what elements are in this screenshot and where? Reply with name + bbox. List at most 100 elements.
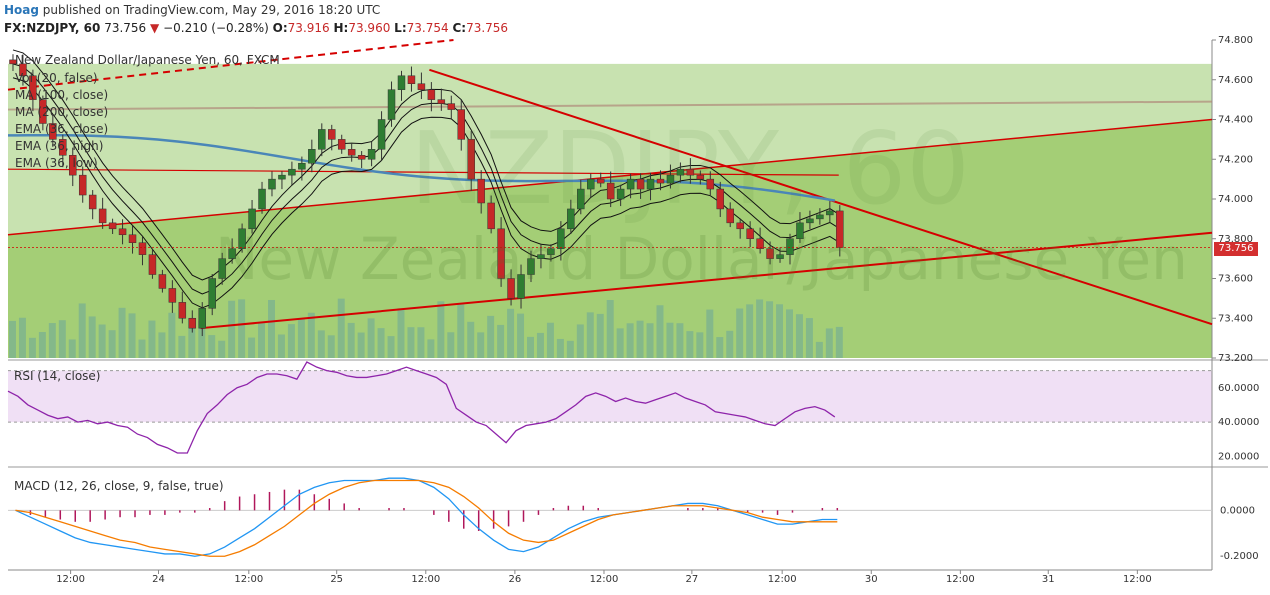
volume-bar — [716, 337, 724, 358]
volume-bar — [835, 326, 843, 358]
volume-bar — [78, 303, 86, 358]
legend-ema-close[interactable]: EMA (36, close) — [15, 122, 109, 136]
dashed-trendline — [7, 39, 454, 91]
ma100-line — [7, 133, 836, 202]
candle — [198, 308, 206, 329]
candle — [497, 228, 505, 279]
candle — [49, 123, 57, 140]
candle — [347, 149, 356, 156]
volume-bar — [377, 328, 385, 358]
legend-ma100[interactable]: MA (100, close) — [15, 88, 109, 102]
candle — [796, 222, 804, 240]
candle — [328, 129, 336, 140]
volume-bar — [268, 299, 275, 358]
candle — [646, 178, 655, 190]
legend-ma200[interactable]: MA (200, close) — [15, 105, 109, 119]
volume-bar — [18, 317, 26, 358]
candle — [39, 99, 47, 124]
time-tick-label: 25 — [330, 574, 343, 585]
time-tick-label: 12:00 — [768, 574, 797, 585]
volume-bar — [825, 328, 833, 358]
volume-bar — [536, 332, 544, 358]
high-value: 73.960 — [348, 21, 391, 35]
last-price-tag: 73.756 — [1214, 242, 1258, 256]
candle — [457, 109, 465, 140]
volume-bar — [776, 304, 784, 358]
volume-bar — [238, 299, 246, 358]
volume-bar — [437, 301, 445, 358]
author-link[interactable]: Hoag — [4, 3, 39, 17]
price-tick-label: 73.400 — [1218, 313, 1253, 324]
candle — [547, 248, 555, 255]
candle — [557, 228, 565, 249]
candle — [437, 99, 446, 104]
price-tick-label: 74.800 — [1218, 35, 1253, 46]
candle — [626, 178, 635, 190]
volume-bar — [487, 315, 495, 358]
volume-bar — [218, 340, 226, 358]
legend-symbol[interactable]: New Zealand Dollar/Japanese Yen, 60, FXC… — [15, 53, 280, 67]
candle — [367, 149, 376, 160]
volume-bar — [606, 300, 614, 358]
legend-ema-high[interactable]: EMA (36, high) — [15, 139, 104, 153]
time-tick-label: 12:00 — [234, 574, 263, 585]
rsi-tick-label: 40.0000 — [1218, 417, 1259, 428]
macd-signal-line — [15, 479, 838, 557]
volume-bar — [576, 324, 584, 358]
volume-bar — [397, 308, 405, 358]
candle — [427, 89, 436, 100]
time-tick-label: 12:00 — [56, 574, 85, 585]
volume-bar — [636, 320, 644, 358]
macd-label[interactable]: MACD (12, 26, close, 9, false, true) — [14, 479, 224, 493]
ohlc-header: FX:NZDJPY, 60 73.756 ▼ −0.210 (−0.28%) O… — [4, 21, 508, 35]
volume-bar — [586, 312, 594, 358]
volume-bar — [666, 322, 674, 358]
macd-tick-label: 0.0000 — [1220, 505, 1255, 516]
candle — [696, 174, 705, 180]
open-label: O: — [272, 21, 288, 35]
trendline-1 — [7, 118, 1213, 236]
candle — [596, 178, 605, 184]
volume-bar — [178, 335, 186, 358]
volume-bar — [228, 300, 236, 358]
candle — [417, 83, 426, 90]
price-change: −0.210 (−0.28%) — [163, 21, 269, 35]
candle — [606, 182, 615, 200]
macd-pane — [8, 469, 1212, 570]
volume-bar — [686, 331, 694, 358]
candle — [248, 208, 256, 230]
low-label: L: — [394, 21, 407, 35]
candle — [706, 178, 715, 190]
volume-bar — [168, 312, 176, 358]
close-value: 73.756 — [466, 21, 509, 35]
volume-bar — [427, 339, 435, 358]
symbol-label: FX:NZDJPY, 60 — [4, 21, 101, 35]
time-tick-label: 31 — [1042, 574, 1055, 585]
candle — [676, 168, 685, 176]
legend-vol[interactable]: Vol (20, false) — [15, 71, 98, 85]
candle — [616, 188, 625, 200]
candle — [816, 214, 824, 220]
candle — [208, 278, 216, 309]
candle — [786, 238, 794, 255]
candle — [726, 208, 734, 224]
watermark-symbol: NZDJPY, 60 — [410, 110, 970, 227]
candle — [308, 149, 316, 164]
candle — [108, 222, 117, 230]
volume-bar — [188, 317, 196, 358]
volume-bar — [287, 324, 295, 358]
volume-bar — [258, 323, 266, 358]
watermark-text: New Zealand Dollar/Japanese Yen — [215, 225, 1188, 293]
legend-ema-low[interactable]: EMA (36, low) — [15, 156, 98, 170]
candle — [78, 174, 87, 196]
volume-bar — [68, 339, 76, 358]
volume-bar — [98, 324, 106, 358]
time-tick-label: 26 — [509, 574, 522, 585]
time-tick-label: 24 — [152, 574, 165, 585]
rsi-label[interactable]: RSI (14, close) — [14, 369, 101, 383]
volume-bar — [58, 320, 66, 358]
candle — [19, 63, 27, 77]
volume-bar — [566, 340, 574, 358]
candle — [377, 119, 386, 150]
